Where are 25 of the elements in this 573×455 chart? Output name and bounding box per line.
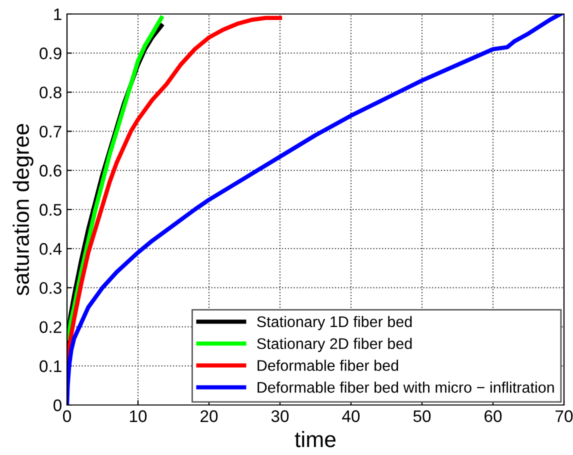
y-tick-label: 0.3 xyxy=(40,282,62,294)
y-tick-label: 0.8 xyxy=(40,86,62,98)
x-tick-label: 30 xyxy=(271,410,289,422)
y-tick-label: 0.7 xyxy=(40,126,62,138)
legend-label: Stationary 2D fiber bed xyxy=(257,338,412,352)
y-tick-label: 0.9 xyxy=(40,48,62,60)
x-tick-label: 0 xyxy=(63,410,71,422)
x-tick-label: 60 xyxy=(484,410,502,422)
y-tick-label: 0.2 xyxy=(40,321,62,334)
y-axis-title: saturation degree xyxy=(12,124,34,296)
x-tick-label: 50 xyxy=(413,410,431,422)
y-tick-label: 0.6 xyxy=(40,164,62,177)
legend-label: Deformable fiber bed xyxy=(258,360,398,371)
x-axis-title: time xyxy=(294,430,336,448)
y-tick-label: 0 xyxy=(54,399,62,412)
y-tick-label: 0.4 xyxy=(40,243,62,255)
y-tick-label: 0.1 xyxy=(40,360,62,372)
y-tick-label: 0.5 xyxy=(40,204,62,216)
x-tick-label: 20 xyxy=(200,410,218,422)
x-tick-label: 40 xyxy=(342,410,360,422)
x-tick-label: 10 xyxy=(130,410,147,422)
legend-label: Stationary 1D fiber bed xyxy=(257,316,412,330)
x-tick-label: 70 xyxy=(556,410,573,422)
y-tick-label: 1 xyxy=(54,8,62,20)
legend-label: Deformable fiber bed with micro − inflitration xyxy=(258,382,554,393)
